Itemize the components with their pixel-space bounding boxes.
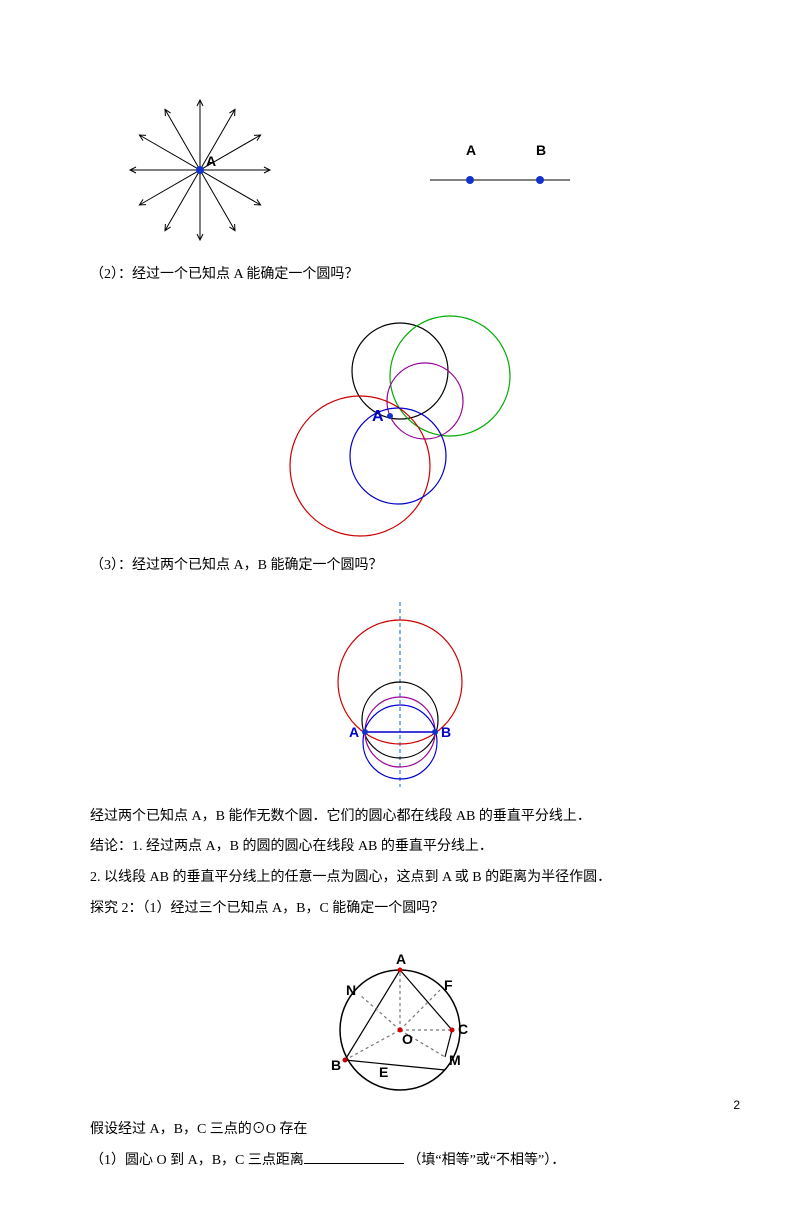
- figure-circles-through-A: A: [250, 301, 550, 541]
- fill-line: （1）圆心 O 到 A，B，C 三点距离 （填“相等”或“不相等”）．: [90, 1146, 710, 1177]
- svg-text:A: A: [372, 408, 384, 425]
- svg-text:A: A: [206, 153, 216, 169]
- svg-text:E: E: [379, 1064, 388, 1080]
- question-3: （3）：经过两个已知点 A，B 能确定一个圆吗？: [90, 551, 710, 582]
- assume-line: 假设经过 A，B，C 三点的⊙O 存在: [90, 1115, 710, 1146]
- svg-text:F: F: [444, 977, 453, 993]
- svg-text:O: O: [402, 1031, 413, 1047]
- question-2: （2）：经过一个已知点 A 能确定一个圆吗？: [90, 260, 710, 291]
- figure-line-two-points: A B: [370, 120, 610, 220]
- svg-text:M: M: [449, 1052, 461, 1068]
- page-number: 2: [733, 1098, 740, 1112]
- fill-pre: （1）圆心 O 到 A，B，C 三点距离: [90, 1153, 304, 1168]
- statement-1: 经过两个已知点 A，B 能作无数个圆．它们的圆心都在线段 AB 的垂直平分线上．: [90, 802, 710, 833]
- svg-text:A: A: [349, 724, 359, 740]
- figure-circumcircle-ABC: A B C O E M N F: [280, 935, 520, 1105]
- statement-3: 2. 以线段 AB 的垂直平分线上的任意一点为圆心，这点到 A 或 B 的距离为…: [90, 863, 710, 894]
- svg-text:B: B: [536, 142, 546, 158]
- figure-row-top: A A B: [90, 90, 710, 250]
- figure-lines-through-point: A: [90, 90, 310, 250]
- svg-text:A: A: [396, 951, 406, 967]
- statement-2: 结论：1. 经过两点 A，B 的圆的圆心在线段 AB 的垂直平分线上．: [90, 832, 710, 863]
- explore-2: 探究 2：（1）经过三个已知点 A，B，C 能确定一个圆吗？: [90, 894, 710, 925]
- fill-post: （填“相等”或“不相等”）．: [407, 1153, 565, 1168]
- svg-text:A: A: [466, 142, 476, 158]
- blank-field[interactable]: [304, 1149, 404, 1164]
- svg-text:C: C: [458, 1021, 468, 1037]
- svg-text:N: N: [346, 982, 356, 998]
- svg-text:B: B: [441, 724, 451, 740]
- svg-text:B: B: [331, 1057, 341, 1073]
- figure-circles-through-AB: A B: [275, 592, 525, 792]
